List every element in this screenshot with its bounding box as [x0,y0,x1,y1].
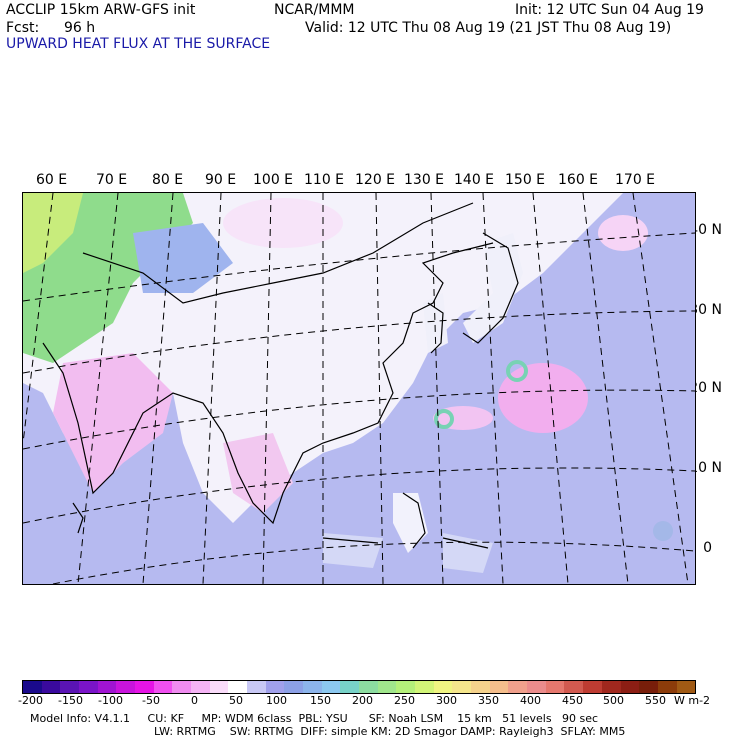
lat-label: 30 N [689,302,722,318]
colorbar-swatch [153,681,173,693]
graticule [23,193,695,584]
model-title: ACCLIP 15km ARW-GFS init [6,2,196,18]
colorbar-label: -150 [58,694,83,707]
map-canvas [23,193,695,584]
lat-label: 20 N [689,380,722,396]
colorbar-swatch [433,681,453,693]
colorbar-swatch [489,681,509,693]
forecast-label: Fcst: [6,20,40,36]
colorbar [22,680,696,694]
colorbar-label: 350 [478,694,499,707]
colorbar-swatch [284,681,304,693]
colorbar-swatch [60,681,80,693]
colorbar-label: 550 [645,694,666,707]
lat-label: 0 [703,540,712,556]
colorbar-label: -200 [18,694,43,707]
colorbar-label: 500 [603,694,624,707]
colorbar-swatch [79,681,98,693]
colorbar-label: 400 [520,694,541,707]
colorbar-swatch [620,681,640,693]
model-info-line1: Model Info: V4.1.1 CU: KF MP: WDM 6class… [30,712,599,725]
colorbar-swatch [583,681,602,693]
lon-label: 90 E [205,172,237,188]
colorbar-label: 300 [436,694,457,707]
colorbar-swatch [23,681,42,693]
lon-label: 100 E [253,172,294,188]
colorbar-swatch [527,681,546,693]
colorbar-swatch [396,681,416,693]
lon-label: 130 E [404,172,445,188]
forecast-hour: 96 h [64,20,96,36]
lon-label: 120 E [355,172,396,188]
colorbar-swatch [601,681,621,693]
colorbar-swatch [564,681,584,693]
colorbar-label: 200 [352,694,373,707]
field-title: UPWARD HEAT FLUX AT THE SURFACE [6,36,271,52]
colorbar-swatch [135,681,154,693]
lon-label: 70 E [96,172,128,188]
colorbar-label: 150 [310,694,331,707]
colorbar-swatch [415,681,434,693]
colorbar-swatch [471,681,490,693]
colorbar-swatch [377,681,397,693]
valid-time: Valid: 12 UTC Thu 08 Aug 19 (21 JST Thu … [305,20,672,36]
model-info-line2: LW: RRTMG SW: RRTMG DIFF: simple KM: 2D … [154,725,626,738]
coastlines [42,202,519,549]
colorbar-swatch [41,681,61,693]
colorbar-swatch [545,681,565,693]
heat-flux-map [22,192,696,585]
colorbar-swatch [676,681,696,693]
colorbar-swatch [172,681,192,693]
lon-label: 80 E [152,172,184,188]
colorbar-swatch [321,681,341,693]
lat-label: 10 N [689,460,722,476]
colorbar-label: 250 [394,694,415,707]
colorbar-label: 450 [562,694,583,707]
colorbar-swatch [340,681,360,693]
lon-label: 110 E [304,172,345,188]
colorbar-swatch [265,681,285,693]
colorbar-swatch [228,681,248,693]
lat-label: 40 N [689,222,722,238]
colorbar-swatch [191,681,210,693]
colorbar-label: -100 [98,694,123,707]
org-label: NCAR/MMM [274,2,355,18]
colorbar-swatch [508,681,528,693]
lon-label: 60 E [36,172,68,188]
colorbar-swatch [116,681,136,693]
colorbar-swatch [657,681,677,693]
lon-label: 140 E [454,172,495,188]
colorbar-swatch [452,681,472,693]
land-shapes [23,193,673,573]
colorbar-swatch [97,681,117,693]
colorbar-swatch [359,681,378,693]
colorbar-label: -50 [142,694,160,707]
colorbar-swatch [247,681,266,693]
lon-label: 150 E [505,172,546,188]
colorbar-label: 100 [266,694,287,707]
colorbar-swatch [209,681,229,693]
colorbar-label: 0 [191,694,198,707]
init-time: Init: 12 UTC Sun 04 Aug 19 [515,2,704,18]
colorbar-swatch [303,681,322,693]
lon-label: 170 E [615,172,656,188]
colorbar-swatch [639,681,658,693]
colorbar-units: W m-2 [674,694,711,707]
colorbar-label: 50 [229,694,243,707]
lon-label: 160 E [558,172,599,188]
